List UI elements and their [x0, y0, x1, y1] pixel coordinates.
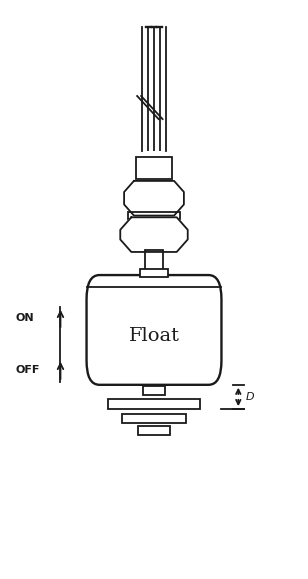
Bar — [136, 157, 172, 179]
Bar — [145, 250, 163, 273]
Text: ON: ON — [15, 313, 34, 324]
Bar — [138, 426, 170, 435]
Text: D: D — [246, 392, 255, 402]
Bar — [108, 399, 200, 409]
Bar — [140, 269, 168, 277]
Text: Float: Float — [128, 327, 180, 345]
FancyBboxPatch shape — [87, 275, 221, 385]
Bar — [143, 386, 165, 395]
Text: OFF: OFF — [15, 365, 40, 375]
Polygon shape — [120, 217, 188, 252]
Bar — [128, 212, 180, 219]
Bar — [122, 413, 186, 423]
Polygon shape — [124, 181, 184, 215]
